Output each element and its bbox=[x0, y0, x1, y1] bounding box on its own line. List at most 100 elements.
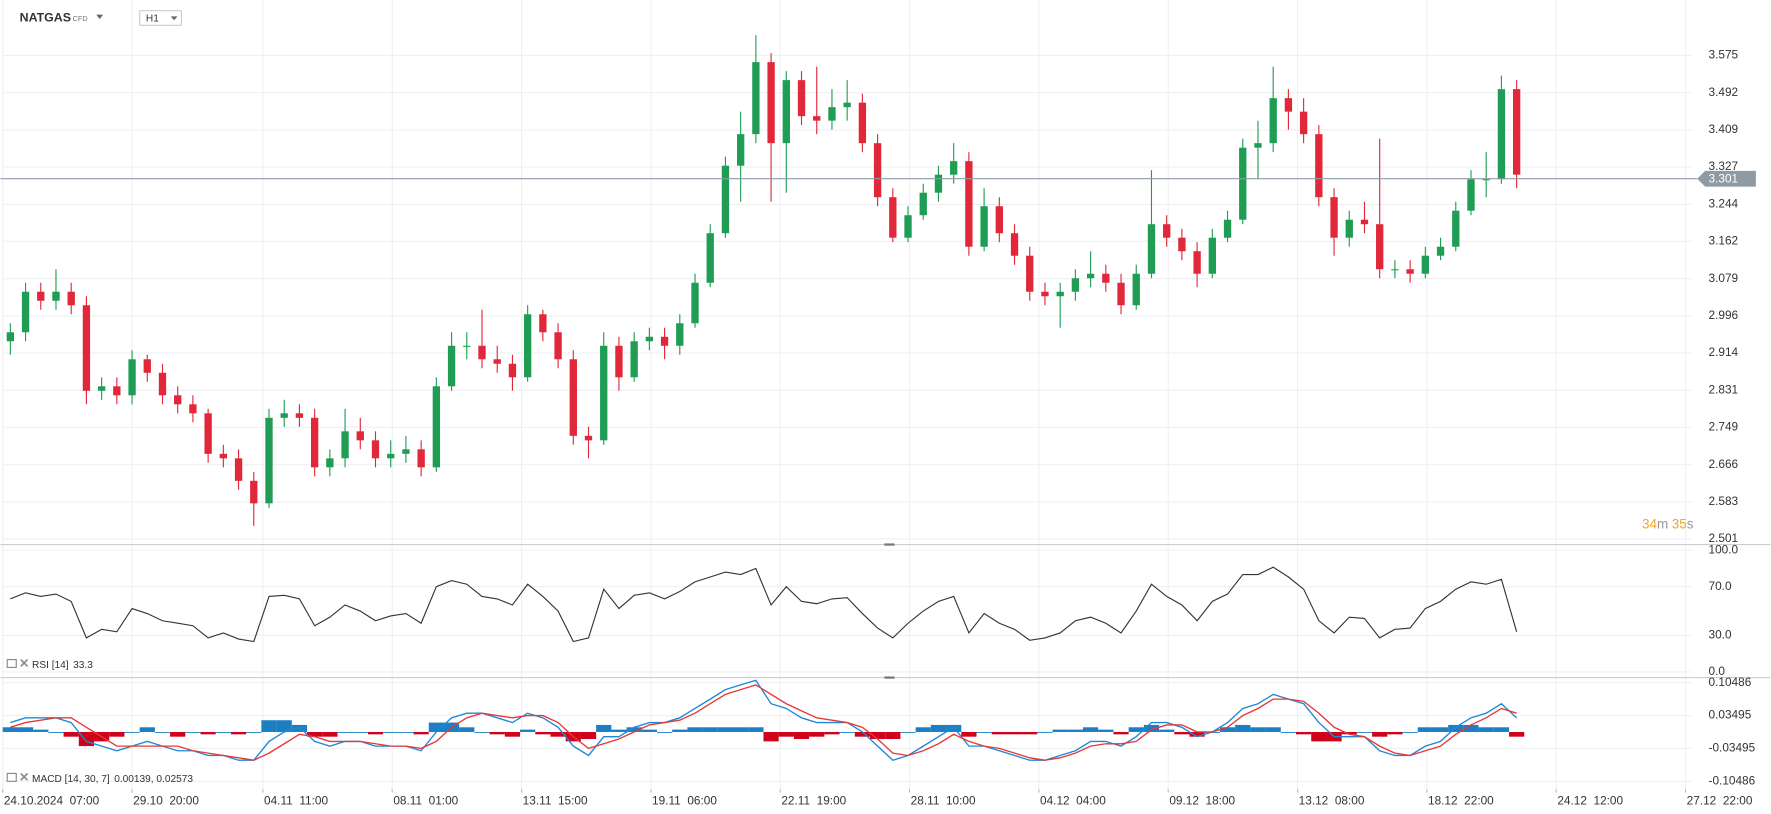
symbol-dropdown[interactable] bbox=[96, 14, 104, 20]
macd-histogram-bar bbox=[1448, 724, 1464, 732]
macd-histogram-bar bbox=[1387, 731, 1403, 735]
candle-body bbox=[1071, 278, 1080, 292]
y-tick-label: 70.0 bbox=[1709, 579, 1732, 593]
macd-histogram-bar bbox=[337, 731, 353, 733]
macd-values: 0.00139, 0.02573 bbox=[114, 774, 193, 785]
rsi-legend: RSI [14] 33.3 bbox=[6, 658, 93, 671]
macd-histogram-bar bbox=[1250, 727, 1266, 732]
rsi-name: RSI [14] bbox=[32, 660, 69, 671]
candle-body bbox=[660, 336, 669, 346]
macd-histogram-bar bbox=[230, 731, 247, 735]
countdown-seconds: 35 bbox=[1672, 516, 1687, 531]
candle-body bbox=[52, 291, 60, 301]
candle-body bbox=[219, 453, 228, 459]
macd-histogram-bar bbox=[154, 731, 171, 733]
y-tick-label: 3.244 bbox=[1709, 197, 1739, 211]
candle-body bbox=[1026, 255, 1034, 292]
candle-body bbox=[1406, 269, 1414, 274]
macd-histogram-bar bbox=[383, 731, 399, 733]
x-tick-label: 28.11 10:00 bbox=[911, 794, 976, 808]
macd-histogram-bar bbox=[839, 731, 855, 733]
macd-histogram-bar bbox=[200, 731, 216, 735]
candle-body bbox=[1086, 273, 1095, 279]
countdown-minutes-unit: m bbox=[1657, 516, 1668, 531]
macd-histogram-bar bbox=[824, 731, 840, 735]
macd-histogram-bar bbox=[1052, 729, 1068, 732]
macd-histogram-bar bbox=[550, 731, 566, 737]
candle-body bbox=[1254, 143, 1262, 148]
macd-histogram-bar bbox=[717, 727, 734, 732]
macd-line bbox=[10, 684, 1517, 761]
candle-body bbox=[1010, 233, 1019, 256]
y-tick-label: -0.03495 bbox=[1709, 741, 1756, 755]
rsi-line bbox=[10, 566, 1518, 643]
candle-body bbox=[843, 102, 851, 108]
candle-body bbox=[1360, 219, 1369, 225]
y-tick-label: 0.03495 bbox=[1709, 708, 1752, 722]
indicator-remove-icon[interactable] bbox=[20, 772, 29, 781]
candle-body bbox=[645, 336, 654, 342]
macd-histogram-bar bbox=[1067, 729, 1084, 732]
macd-histogram-bar bbox=[1189, 731, 1205, 737]
current-price-tag bbox=[1697, 170, 1756, 187]
plot-layer: 24.10.2024 07:00 29.10 20:00 04.11 11:00 08… bbox=[0, 35, 1756, 808]
grid-layer bbox=[2, 0, 1692, 793]
candle-body bbox=[1102, 273, 1110, 283]
interval[interactable]: H1 bbox=[146, 13, 159, 24]
x-tick-label: 18.12 22:00 bbox=[1428, 794, 1494, 808]
candle-body bbox=[21, 291, 30, 333]
candle-body bbox=[204, 413, 212, 454]
macd-histogram-bar bbox=[1296, 731, 1312, 735]
macd-line bbox=[10, 679, 1518, 761]
countdown-seconds-unit: s bbox=[1687, 516, 1694, 531]
x-tick-label: 08.11 01:00 bbox=[393, 794, 458, 808]
macd-histogram-bar bbox=[809, 731, 825, 737]
macd-histogram-bar bbox=[489, 731, 505, 735]
macd-histogram-bar bbox=[63, 731, 79, 737]
candle-body bbox=[387, 453, 395, 459]
macd-histogram-bar bbox=[1174, 731, 1190, 735]
candle-body bbox=[752, 62, 760, 135]
macd-histogram-bar bbox=[139, 727, 155, 732]
macd-histogram-bar bbox=[520, 729, 536, 732]
y-tick-label: 3.162 bbox=[1709, 233, 1739, 247]
y-tick-label: 3.409 bbox=[1709, 122, 1739, 136]
interval-dropdown[interactable] bbox=[170, 16, 178, 21]
x-tick-label: 04.12 04:00 bbox=[1040, 794, 1106, 808]
candle-body bbox=[1056, 291, 1064, 297]
interval-select[interactable] bbox=[139, 10, 182, 26]
candle-body bbox=[1208, 237, 1216, 274]
macd-histogram-bar bbox=[367, 731, 384, 735]
indicator-remove-icon[interactable] bbox=[20, 658, 29, 667]
candle-body bbox=[858, 102, 867, 144]
candle-body bbox=[1452, 210, 1460, 247]
candle-body bbox=[1178, 237, 1186, 252]
indicator-settings-icon[interactable] bbox=[6, 658, 17, 668]
macd-histogram-bar bbox=[504, 731, 521, 737]
candle-body bbox=[706, 233, 714, 283]
candle-body bbox=[508, 363, 517, 378]
candle-body bbox=[600, 345, 608, 441]
symbol[interactable]: NATGAS bbox=[20, 10, 71, 24]
y-tick-label: 0.10486 bbox=[1709, 675, 1752, 689]
indicator-settings-icon[interactable] bbox=[6, 772, 17, 782]
candle-body bbox=[569, 359, 577, 436]
candle-body bbox=[1315, 134, 1323, 198]
candle-body bbox=[934, 174, 943, 193]
macd-histogram-bar bbox=[1098, 729, 1114, 732]
macd-histogram-bar bbox=[1341, 731, 1357, 735]
candle-body bbox=[995, 206, 1003, 234]
macd-histogram-bar bbox=[1463, 724, 1479, 732]
candle-body bbox=[447, 345, 456, 387]
x-tick-label: 04.11 11:00 bbox=[264, 794, 328, 808]
y-tick-label: 2.914 bbox=[1709, 345, 1739, 359]
macd-histogram-bar bbox=[733, 727, 749, 732]
candle-body bbox=[158, 372, 167, 396]
candle-body bbox=[1497, 89, 1506, 180]
macd-histogram-bar bbox=[1006, 731, 1023, 735]
y-tick-label: 2.666 bbox=[1709, 457, 1739, 471]
candle-body bbox=[326, 458, 334, 468]
candle-body bbox=[493, 359, 501, 364]
